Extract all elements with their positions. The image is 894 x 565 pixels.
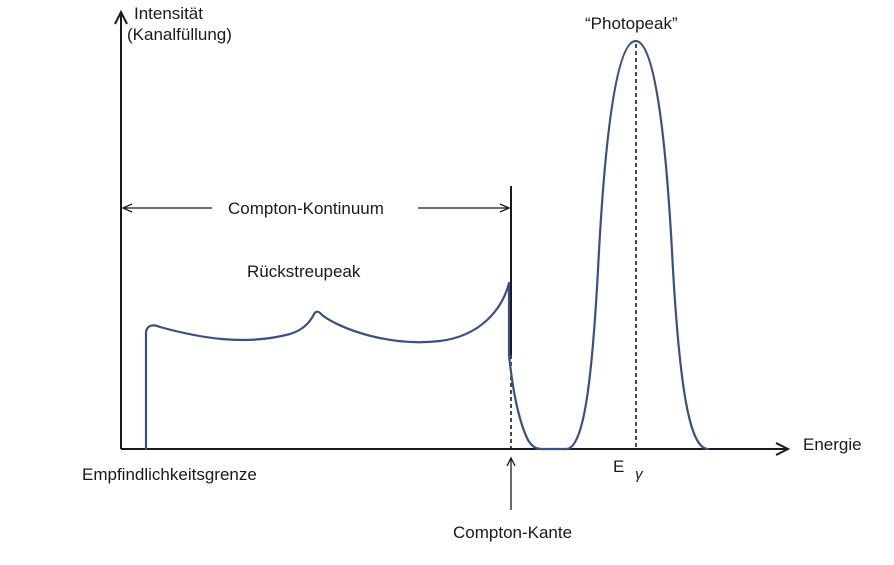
- gamma-energy-subscript: γ: [635, 466, 644, 483]
- compton-edge-label: Compton-Kante: [453, 523, 572, 542]
- backscatter-peak-label: Rückstreupeak: [247, 262, 361, 281]
- y-axis-arrowhead: [114, 9, 128, 25]
- compton-edge-arrowhead: [506, 456, 516, 467]
- compton-continuum-arrow-right: [499, 203, 511, 213]
- sensitivity-limit-label: Empfindlichkeitsgrenze: [82, 465, 257, 484]
- x-axis-arrowhead: [775, 442, 791, 456]
- compton-continuum-arrow-left: [121, 203, 133, 213]
- compton-continuum-label: Compton-Kontinuum: [228, 199, 384, 218]
- y-axis-label-line2: (Kanalfüllung): [127, 25, 232, 44]
- gamma-energy-label: E γ: [613, 457, 644, 483]
- y-axis-label-line1: Intensität: [134, 4, 203, 23]
- spectrum-curve: [144, 39, 710, 451]
- photopeak-label: “Photopeak”: [585, 14, 678, 33]
- x-axis-label: Energie: [803, 435, 862, 454]
- gamma-energy-letter: E: [613, 457, 624, 476]
